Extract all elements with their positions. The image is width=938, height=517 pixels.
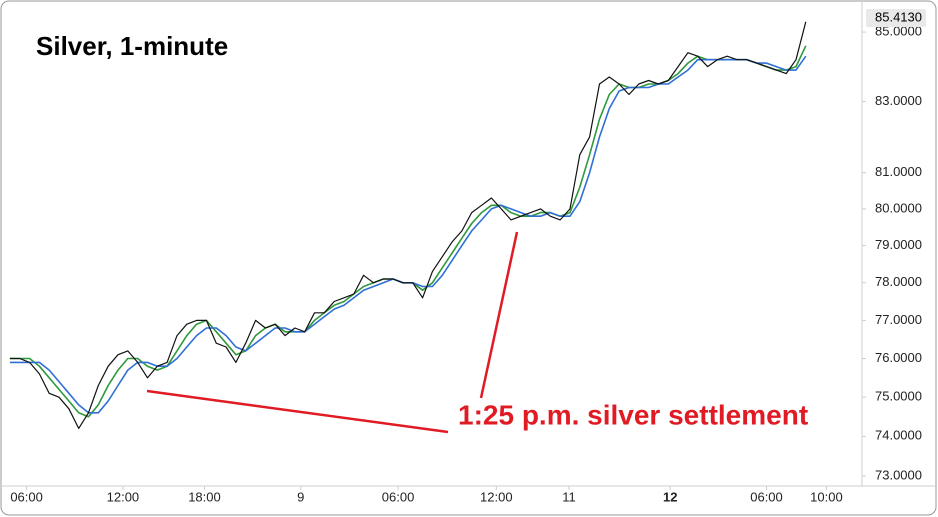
x-tick-label: 12 bbox=[663, 489, 677, 504]
y-tick-label: 79.0000 bbox=[875, 237, 922, 252]
x-tick-label: 9 bbox=[297, 489, 304, 504]
y-tick-label: 80.0000 bbox=[875, 200, 922, 215]
x-tick-label: 10:00 bbox=[810, 489, 843, 504]
y-tick-label: 81.0000 bbox=[875, 164, 922, 179]
y-tick-label: 73.0000 bbox=[875, 467, 922, 482]
x-tick-label: 06:00 bbox=[382, 489, 415, 504]
x-tick-label: 12:00 bbox=[107, 489, 140, 504]
annotation-arrow bbox=[479, 231, 519, 399]
y-tick-label: 85.0000 bbox=[875, 24, 922, 39]
annotation-arrow bbox=[146, 389, 449, 434]
y-tick-label: 83.0000 bbox=[875, 93, 922, 108]
y-tick-label: 74.0000 bbox=[875, 428, 922, 443]
x-tick-label: 11 bbox=[562, 489, 576, 504]
x-tick-label: 06:00 bbox=[750, 489, 783, 504]
y-tick-label: 78.0000 bbox=[875, 274, 922, 289]
y-tick-label: 75.0000 bbox=[875, 389, 922, 404]
y-tick-label: 76.0000 bbox=[875, 350, 922, 365]
annotation: 1:25 p.m. silver settlement bbox=[458, 399, 808, 430]
chart-title: Silver, 1-minute bbox=[36, 31, 228, 61]
x-tick-label: 12:00 bbox=[480, 489, 513, 504]
price-line bbox=[9, 21, 807, 429]
y-tick-label: 77.0000 bbox=[875, 312, 922, 327]
last-price-label: 85.4130 bbox=[875, 9, 922, 24]
last-price-box bbox=[866, 8, 926, 27]
x-tick-label: 18:00 bbox=[188, 489, 221, 504]
x-tick-label: 06:00 bbox=[10, 489, 43, 504]
